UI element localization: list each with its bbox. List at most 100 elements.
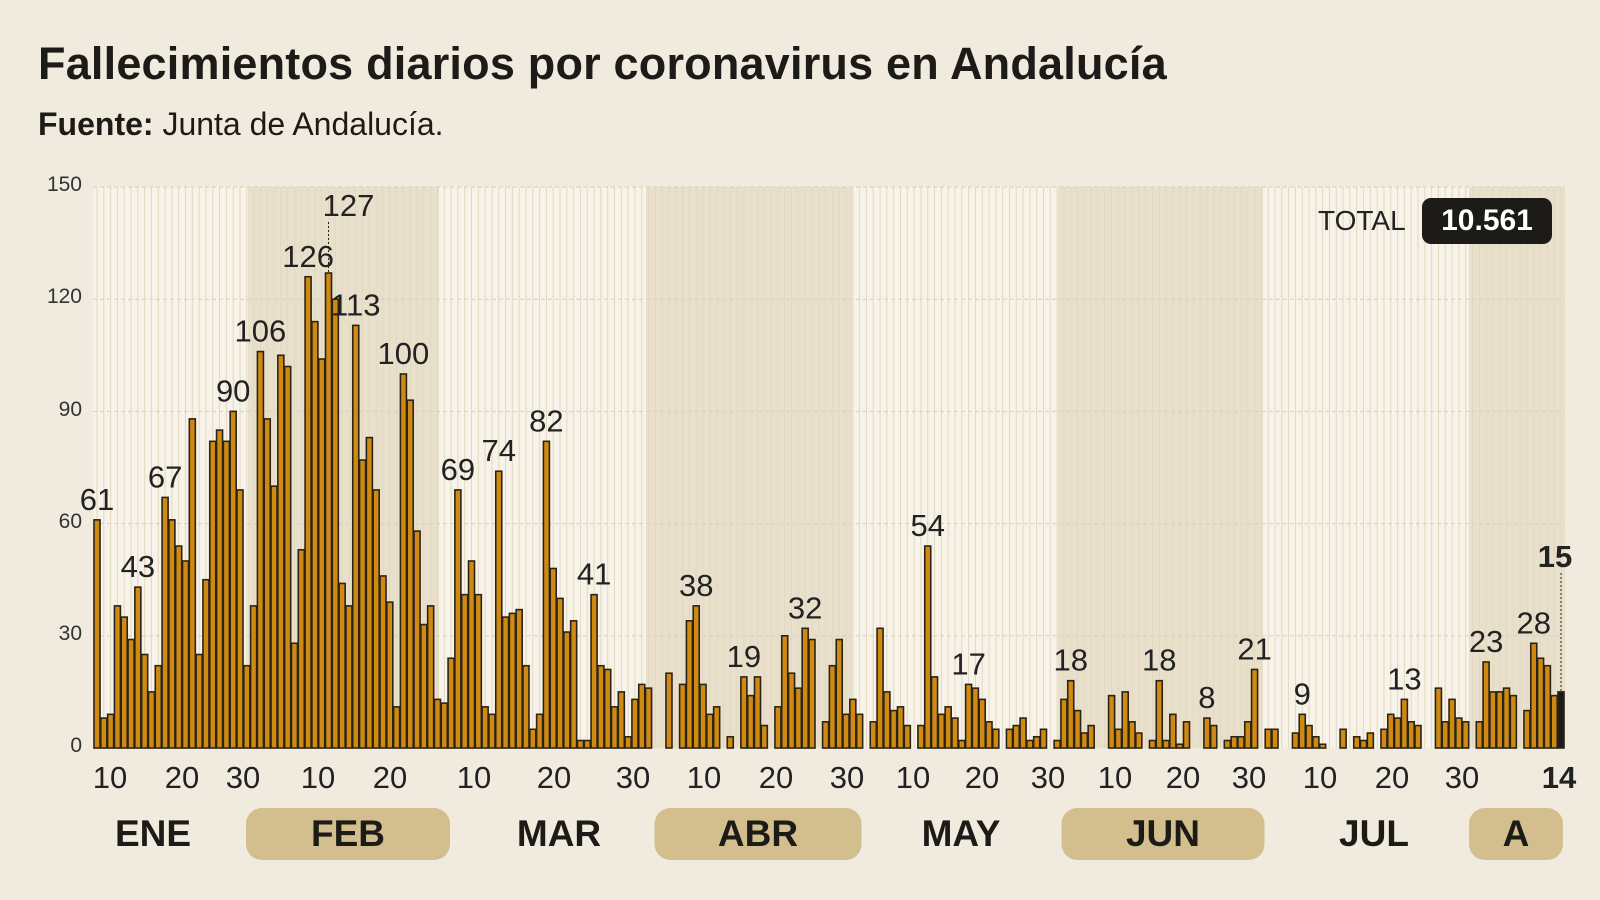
bar (1237, 735, 1245, 749)
bar (699, 683, 707, 749)
bar (563, 631, 571, 749)
data-label: 106 (235, 314, 287, 349)
bar (1434, 687, 1443, 749)
bar (1495, 691, 1504, 749)
data-label: 82 (529, 403, 563, 438)
bar (896, 706, 905, 749)
bar (222, 440, 231, 749)
bar (392, 706, 401, 749)
y-tick-label: 150 (46, 173, 82, 196)
bar (930, 676, 939, 749)
data-label: 18 (1053, 643, 1087, 678)
x-tick-label: 10 (895, 760, 931, 795)
data-label: 127 (323, 188, 375, 223)
bar (263, 418, 272, 749)
data-label: 13 (1387, 661, 1421, 696)
bar (712, 706, 721, 749)
bar (1550, 694, 1558, 749)
month-label-ene: ENE (114, 813, 192, 854)
data-label: 23 (1469, 624, 1503, 659)
bar (576, 739, 585, 749)
month-label-abr: ABR (654, 808, 862, 860)
x-tick-label: 30 (829, 760, 865, 795)
bar (147, 691, 156, 749)
bar (849, 698, 857, 749)
bar (399, 373, 408, 749)
bar (433, 698, 442, 749)
month-label-a: A (1469, 808, 1563, 860)
bar (617, 691, 626, 749)
bar (869, 721, 878, 749)
data-label: 38 (679, 568, 713, 603)
bar (1312, 735, 1320, 749)
bar (522, 664, 530, 749)
bar (985, 721, 993, 749)
bar (229, 410, 237, 749)
bar (597, 664, 605, 749)
bar (440, 702, 449, 749)
bar (1489, 691, 1497, 749)
bar (1271, 728, 1279, 749)
bar (1135, 732, 1143, 749)
bar (420, 623, 428, 749)
bar (774, 706, 782, 749)
bar (692, 605, 701, 749)
bar (542, 440, 551, 749)
bar (1291, 732, 1300, 749)
bar (324, 272, 333, 749)
bar (174, 545, 183, 749)
bar (188, 418, 197, 749)
bar (787, 672, 796, 749)
bar (1393, 717, 1402, 749)
bar (964, 683, 973, 749)
bar (134, 586, 142, 749)
bar (842, 713, 850, 749)
bar (93, 519, 101, 749)
chart-title: Fallecimientos diarios por coronavirus e… (38, 38, 1167, 89)
data-label: 113 (331, 287, 380, 322)
bar (488, 713, 496, 749)
bar (195, 653, 203, 749)
data-label: 41 (577, 557, 611, 592)
bar (1026, 739, 1034, 749)
data-label: 67 (148, 459, 182, 494)
bar (1175, 743, 1184, 749)
bar (1359, 739, 1368, 749)
bar (828, 664, 837, 749)
bar (637, 683, 646, 749)
x-tick-label: 20 (964, 760, 1000, 795)
x-tick-label: 10 (92, 760, 128, 795)
bar (406, 399, 415, 749)
bar (971, 687, 980, 749)
x-tick-label: 20 (372, 760, 408, 795)
bar (338, 582, 346, 749)
source-text: Junta de Andalucía. (162, 106, 444, 142)
bar (413, 530, 421, 749)
month-label-mar: MAR (516, 813, 602, 854)
bar (1502, 687, 1511, 749)
bar (937, 713, 946, 749)
bar (297, 548, 306, 749)
month-label-feb: FEB (246, 808, 450, 860)
bar (256, 350, 265, 749)
bar (1536, 657, 1545, 749)
bar (590, 593, 598, 749)
bar (100, 717, 108, 749)
bar (481, 706, 489, 749)
bar (1012, 724, 1021, 749)
bar (528, 728, 537, 749)
x-tick-label: 20 (758, 760, 794, 795)
bar (1019, 717, 1027, 749)
bar (726, 735, 735, 749)
y-tick-label: 0 (70, 734, 82, 757)
x-tick-label: 10 (456, 760, 492, 795)
data-label: 100 (378, 336, 430, 371)
bar (358, 459, 367, 749)
bar (624, 735, 632, 749)
bar (331, 298, 340, 749)
x-tick-label: 10 (686, 760, 722, 795)
data-label: 28 (1517, 605, 1551, 640)
bar (161, 496, 169, 749)
bar (1005, 728, 1014, 749)
bar (270, 485, 278, 749)
